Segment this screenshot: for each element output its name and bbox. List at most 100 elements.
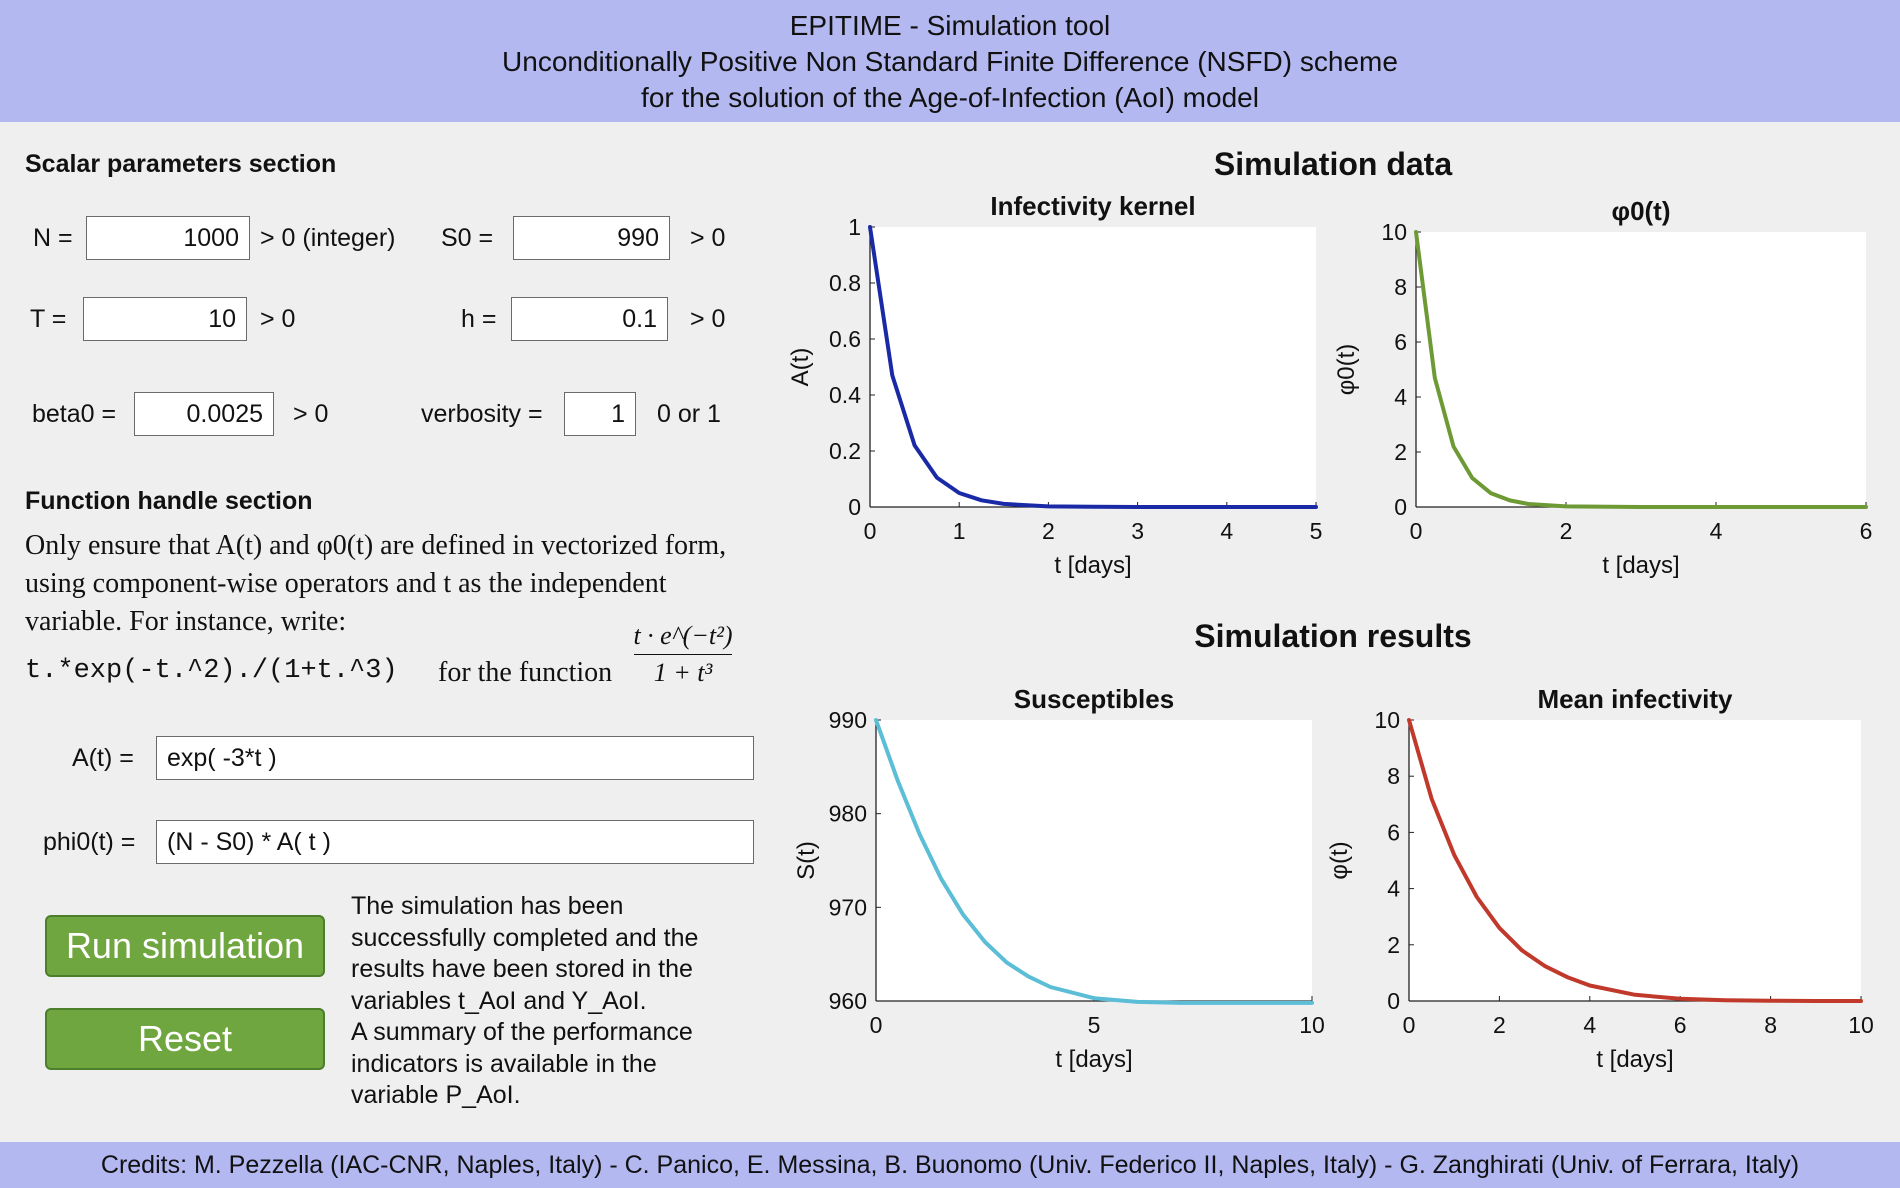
y-tick-label: 0.6 xyxy=(829,326,861,352)
x-tick-label: 2 xyxy=(1493,1012,1506,1038)
y-tick-label: 6 xyxy=(1387,819,1400,845)
y-tick-label: 2 xyxy=(1387,932,1400,958)
x-axis-label: t [days] xyxy=(1055,1046,1132,1073)
y-axis-label: φ0(t) xyxy=(1333,344,1360,396)
chart-title: Infectivity kernel xyxy=(990,191,1195,221)
simulation-data-title: Simulation data xyxy=(1213,146,1453,182)
x-tick-label: 0 xyxy=(870,1012,883,1038)
verbosity-label: verbosity = xyxy=(421,400,543,428)
app-subtitle-2: for the solution of the Age-of-Infection… xyxy=(641,82,1259,113)
x-tick-label: 2 xyxy=(1042,518,1055,544)
x-tick-label: 3 xyxy=(1131,518,1144,544)
phi0-label: phi0(t) = xyxy=(43,828,136,856)
h-input[interactable] xyxy=(511,297,668,341)
reset-button[interactable]: Reset xyxy=(45,1008,325,1070)
status-line: successfully completed and the xyxy=(351,923,699,952)
app-subtitle-1: Unconditionally Positive Non Standard Fi… xyxy=(502,46,1398,77)
n-label: N = xyxy=(33,224,73,252)
y-tick-label: 6 xyxy=(1394,329,1407,355)
mean-infectivity-chart: 0 2 4 6 8 10 0 2 4 6 8 10 Mean infectivity t [days] φ(… xyxy=(1326,684,1874,1073)
h-hint: > 0 xyxy=(690,305,726,333)
n-hint: > 0 (integer) xyxy=(260,224,396,252)
x-tick-label: 4 xyxy=(1220,518,1233,544)
y-tick-label: 0 xyxy=(1394,494,1407,520)
s0-label: S0 = xyxy=(441,224,494,252)
x-tick-label: 5 xyxy=(1310,518,1323,544)
y-tick-label: 10 xyxy=(1374,707,1400,733)
x-tick-label: 0 xyxy=(1403,1012,1416,1038)
s0-hint: > 0 xyxy=(690,224,726,252)
example-text: for the function xyxy=(438,657,613,688)
t-label: T = xyxy=(30,305,67,333)
app-title: EPITIME - Simulation tool xyxy=(789,10,1111,41)
status-line: results have been stored in the xyxy=(351,955,693,983)
x-tick-label: 4 xyxy=(1710,518,1723,544)
description-line: using component-wise operators and t as … xyxy=(25,568,667,599)
status-message: The simulation has been successfully com… xyxy=(351,891,698,1112)
phi0-function-input[interactable] xyxy=(156,820,754,864)
plot-area xyxy=(1416,232,1866,507)
series-line xyxy=(1414,230,1868,509)
t-hint: > 0 xyxy=(260,305,296,333)
status-line: indicators is available in the xyxy=(351,1049,657,1078)
y-tick-label: 10 xyxy=(1381,219,1407,245)
x-axis-label: t [days] xyxy=(1602,552,1679,579)
status-line: variables t_AoI and Y_AoI. xyxy=(351,986,647,1015)
app-header: EPITIME - Simulation tool Unconditionall… xyxy=(0,0,1900,122)
x-tick-label: 1 xyxy=(953,518,966,544)
susceptibles-chart: 0 5 10 960 970 980 990 Susceptibles t [days] S(t) xyxy=(793,684,1325,1073)
x-tick-label: 6 xyxy=(1674,1012,1687,1038)
y-tick-label: 0.8 xyxy=(829,270,861,296)
infectivity-kernel-chart: 0 1 2 3 4 5 0 0.2 0.4 0.6 0.8 1 Infectivity kernel t … xyxy=(787,191,1322,579)
beta0-label: beta0 = xyxy=(32,400,117,428)
example-fraction: t · e^(−t²) 1 + t³ xyxy=(628,620,738,689)
status-line: The simulation has been xyxy=(351,892,624,920)
run-simulation-button[interactable]: Run simulation xyxy=(45,915,325,977)
beta0-input[interactable] xyxy=(134,392,274,436)
status-line: A summary of the performance xyxy=(351,1018,693,1046)
y-tick-label: 990 xyxy=(829,707,867,733)
status-line: variable P_AoI. xyxy=(351,1081,521,1109)
t-input[interactable] xyxy=(83,297,247,341)
fraction-numerator: t · e^(−t²) xyxy=(633,621,733,650)
x-tick-label: 10 xyxy=(1848,1012,1874,1038)
y-tick-label: 960 xyxy=(829,988,867,1014)
y-tick-label: 0 xyxy=(848,494,861,520)
verbosity-input[interactable] xyxy=(564,392,636,436)
y-tick-label: 2 xyxy=(1394,439,1407,465)
a-function-input[interactable] xyxy=(156,736,754,780)
x-tick-label: 2 xyxy=(1560,518,1573,544)
function-description: Only ensure that A(t) and φ0(t) are defi… xyxy=(25,527,726,641)
x-tick-label: 0 xyxy=(864,518,877,544)
y-tick-label: 0.2 xyxy=(829,438,861,464)
beta0-hint: > 0 xyxy=(293,400,329,428)
phi0-chart: 0 2 4 6 0 2 4 6 8 10 φ0(t) t [days] φ0(t) xyxy=(1333,196,1872,579)
x-axis-label: t [days] xyxy=(1054,552,1131,579)
y-tick-label: 970 xyxy=(829,894,867,920)
x-axis-label: t [days] xyxy=(1596,1046,1673,1073)
scalar-section-title: Scalar parameters section xyxy=(25,150,337,178)
chart-title: Mean infectivity xyxy=(1537,684,1733,714)
s0-input[interactable] xyxy=(513,216,670,260)
verbosity-hint: 0 or 1 xyxy=(657,400,721,428)
fraction-denominator: 1 + t³ xyxy=(653,658,713,687)
series-line xyxy=(868,225,1318,509)
x-tick-label: 10 xyxy=(1299,1012,1325,1038)
x-tick-label: 6 xyxy=(1860,518,1873,544)
n-input[interactable] xyxy=(86,216,250,260)
series-line xyxy=(1407,718,1863,1003)
series-line xyxy=(874,718,1314,1005)
y-tick-label: 1 xyxy=(848,214,861,240)
x-tick-label: 0 xyxy=(1410,518,1423,544)
function-section-title: Function handle section xyxy=(25,487,313,515)
y-tick-label: 0.4 xyxy=(829,382,861,408)
x-tick-label: 5 xyxy=(1088,1012,1101,1038)
x-tick-label: 4 xyxy=(1583,1012,1596,1038)
y-tick-label: 4 xyxy=(1387,876,1400,902)
y-tick-label: 8 xyxy=(1394,274,1407,300)
y-tick-label: 8 xyxy=(1387,763,1400,789)
h-label: h = xyxy=(461,305,497,333)
plot-area xyxy=(1409,720,1861,1001)
example-code: t.*exp(-t.^2)./(1+t.^3) xyxy=(25,656,398,686)
